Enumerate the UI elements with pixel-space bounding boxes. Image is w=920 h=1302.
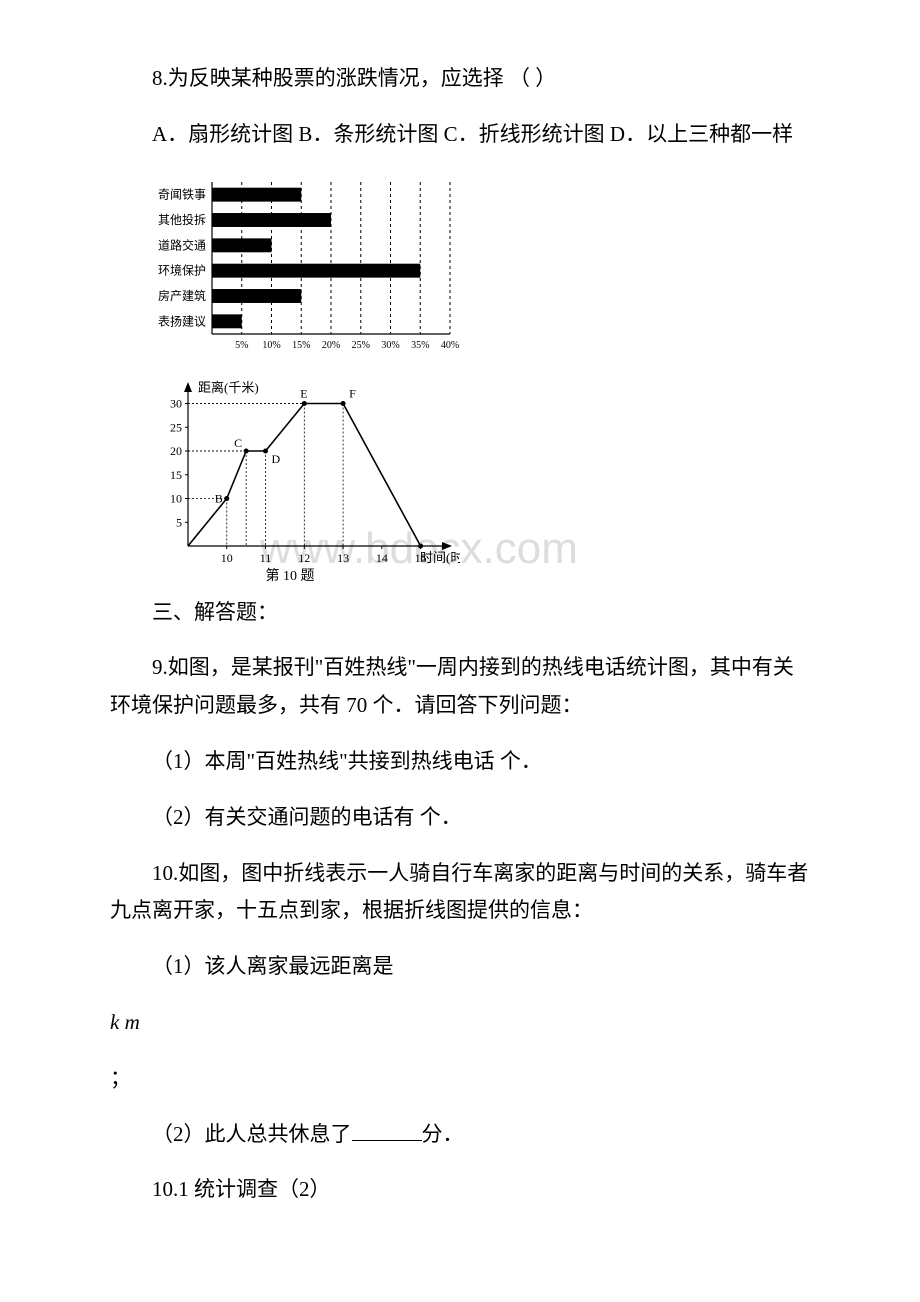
svg-text:D: D xyxy=(272,452,281,466)
svg-text:其他投拆: 其他投拆 xyxy=(158,212,206,227)
section-title: 三、解答题： xyxy=(110,594,810,632)
q10-part1: （1）该人离家最远距离是 xyxy=(110,948,810,986)
svg-text:11: 11 xyxy=(260,551,272,565)
q10-semicolon: ； xyxy=(110,1060,810,1098)
svg-text:环境保护: 环境保护 xyxy=(158,262,206,277)
svg-text:13: 13 xyxy=(337,551,349,565)
svg-text:25: 25 xyxy=(170,420,182,434)
svg-text:房产建筑: 房产建筑 xyxy=(158,288,206,303)
next-section: 10.1 统计调查（2） xyxy=(110,1171,810,1209)
svg-text:14: 14 xyxy=(376,551,388,565)
svg-text:5%: 5% xyxy=(235,340,248,351)
svg-text:30%: 30% xyxy=(381,340,399,351)
svg-text:20%: 20% xyxy=(322,340,340,351)
q8-options: A．扇形统计图 B．条形统计图 C．折线形统计图 D．以上三种都一样 xyxy=(110,116,810,154)
svg-text:奇闻铁事: 奇闻铁事 xyxy=(158,187,206,201)
q10-part2-suffix: 分． xyxy=(422,1122,464,1146)
svg-text:25%: 25% xyxy=(352,340,370,351)
svg-text:E: E xyxy=(300,386,307,400)
bar-chart-block: 奇闻铁事其他投拆道路交通环境保护房产建筑表扬建议 5% 10% 15% 20% 25% 30… xyxy=(140,174,810,354)
line-chart: 51015202530101112131415距离(千米)时间(时)BCDEF第… xyxy=(140,374,460,584)
line-chart-block: www.bdocx.com 51015202530101112131415距离(… xyxy=(140,374,810,584)
svg-text:C: C xyxy=(234,436,242,450)
svg-text:15%: 15% xyxy=(292,340,310,351)
svg-text:12: 12 xyxy=(298,551,310,565)
svg-text:F: F xyxy=(349,386,356,400)
svg-text:30: 30 xyxy=(170,396,182,410)
svg-text:35%: 35% xyxy=(411,340,429,351)
q8-text: 8.为反映某种股票的涨跌情况，应选择 （ ） xyxy=(110,60,810,98)
svg-text:时间(时): 时间(时) xyxy=(420,550,460,565)
svg-text:距离(千米): 距离(千米) xyxy=(198,380,259,395)
q10-km: k m xyxy=(110,1004,810,1042)
svg-text:B: B xyxy=(215,491,223,505)
svg-text:表扬建议: 表扬建议 xyxy=(158,313,206,328)
svg-text:10: 10 xyxy=(170,491,182,505)
svg-text:5: 5 xyxy=(176,515,182,529)
svg-text:第 10 题: 第 10 题 xyxy=(266,567,315,584)
q9-part1: （1）本周"百姓热线"共接到热线电话 个． xyxy=(110,743,810,781)
svg-text:15: 15 xyxy=(170,467,182,481)
blank-line xyxy=(352,1140,422,1141)
bar-chart: 奇闻铁事其他投拆道路交通环境保护房产建筑表扬建议 5% 10% 15% 20% 25% 30… xyxy=(140,174,460,354)
q10-part2: （2）此人总共休息了 分． xyxy=(110,1116,810,1154)
q9-stem: 9.如图，是某报刊"百姓热线"一周内接到的热线电话统计图，其中有关环境保护问题最… xyxy=(110,649,810,725)
svg-text:20: 20 xyxy=(170,444,182,458)
q9-part2: （2）有关交通问题的电话有 个． xyxy=(110,799,810,837)
svg-text:10%: 10% xyxy=(262,340,280,351)
q10-part2-prefix: （2）此人总共休息了 xyxy=(152,1122,352,1146)
svg-text:道路交通: 道路交通 xyxy=(158,237,206,252)
svg-text:40%: 40% xyxy=(441,340,459,351)
q10-stem: 10.如图，图中折线表示一人骑自行车离家的距离与时间的关系，骑车者九点离开家，十… xyxy=(110,855,810,931)
svg-text:10: 10 xyxy=(221,551,233,565)
